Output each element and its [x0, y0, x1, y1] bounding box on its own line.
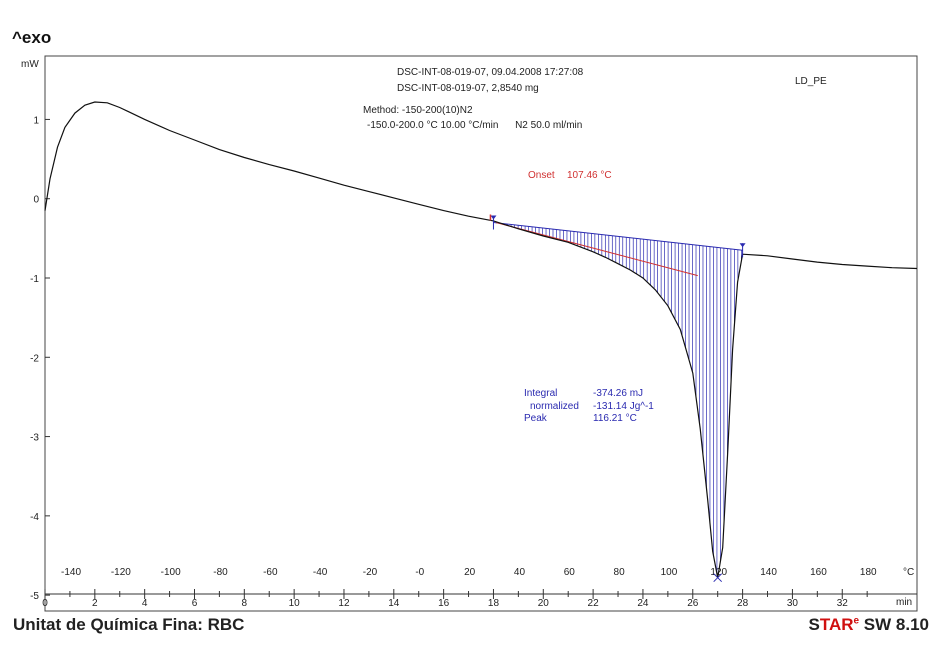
x-tick-label-temp: -20 [363, 567, 378, 578]
x-tick-label-min: 24 [637, 598, 649, 609]
x-tick-label-temp: 160 [810, 567, 827, 578]
lab-name: Unitat de Química Fina: RBC [13, 615, 245, 634]
peak-label: Peak [524, 413, 548, 424]
x-tick-label-temp: -60 [263, 567, 278, 578]
x-tick-label-min: 0 [42, 598, 48, 609]
sample-line-1: DSC-INT-08-019-07, 09.04.2008 17:27:08 [397, 67, 584, 78]
x-tick-label-temp: 20 [464, 567, 476, 578]
y-tick-label: -4 [30, 512, 39, 523]
x-tick-label-min: 20 [538, 598, 550, 609]
limit-arrow [739, 243, 746, 248]
x-tick-label-temp: 40 [514, 567, 526, 578]
y-ticks: 1 0 -1 -2 -3 -4 -5 [30, 115, 50, 602]
x-tick-label-min: 18 [488, 598, 500, 609]
x-tick-label-temp: -0 [415, 567, 424, 578]
x-tick-label-min: 16 [438, 598, 450, 609]
x-ticks: 0 -140 2 -120 4 -100 6 -80 8 -60 10 -40 12 -20 14 -0 16 2… [42, 567, 877, 609]
method-line-1: Method: -150-200(10)N2 [363, 105, 473, 116]
x-tick-label-temp: -100 [161, 567, 181, 578]
x-tick-label-min: 14 [388, 598, 400, 609]
onset-tangent [495, 222, 698, 277]
integration-baseline [493, 222, 743, 251]
x-tick-label-min: 28 [737, 598, 749, 609]
dsc-curve [44, 101, 918, 578]
x-tick-label-temp: -140 [61, 567, 81, 578]
software-version: STARe SW 8.10 [808, 615, 929, 635]
exo-label: ^exo [12, 28, 52, 47]
limit-arrow [490, 215, 497, 220]
x-tick-label-temp: 60 [564, 567, 576, 578]
peak-value: 116.21 °C [593, 413, 637, 424]
integral-label: Integral [524, 388, 557, 399]
x-tick-label-min: 30 [787, 598, 799, 609]
x-tick-label-min: 22 [588, 598, 600, 609]
integral-value: -374.26 mJ [593, 388, 643, 399]
x-axis-label-temp: °C [903, 567, 914, 578]
x-tick-label-min: 26 [687, 598, 699, 609]
x-tick-label-min: 2 [92, 598, 98, 609]
y-tick-label: -3 [30, 433, 39, 444]
plot-frame [44, 55, 918, 612]
y-tick-label: 0 [33, 195, 39, 206]
x-tick-label-min: 8 [242, 598, 248, 609]
x-tick-label-min: 10 [289, 598, 301, 609]
y-tick-label: -1 [30, 274, 39, 285]
normalized-label: normalized [530, 401, 579, 412]
software-mark: e [853, 615, 860, 627]
x-tick-label-temp: 140 [760, 567, 777, 578]
onset-value: 107.46 °C [567, 170, 612, 181]
x-tick-label-min: 6 [192, 598, 198, 609]
x-tick-label-temp: -40 [313, 567, 328, 578]
integral-hatching [503, 223, 742, 574]
x-tick-label-temp: 80 [614, 567, 626, 578]
integration-markers [489, 214, 746, 583]
x-tick-label-min: 4 [142, 598, 148, 609]
software-brand: TAR [819, 615, 854, 634]
normalized-value: -131.14 Jg^-1 [593, 401, 654, 412]
x-tick-label-min: 32 [837, 598, 849, 609]
sample-line-2: DSC-INT-08-019-07, 2,8540 mg [397, 83, 539, 94]
x-tick-label-temp: 100 [661, 567, 678, 578]
x-tick-label-temp: 180 [860, 567, 877, 578]
y-tick-label: 1 [33, 115, 39, 126]
sample-name: LD_PE [795, 76, 827, 87]
y-axis-label: mW [21, 59, 39, 70]
onset-label: Onset [528, 170, 555, 181]
x-tick-label-temp: -120 [111, 567, 131, 578]
x-axis-label-min: min [896, 597, 912, 608]
y-tick-label: -5 [30, 591, 39, 602]
y-tick-label: -2 [30, 353, 39, 364]
peak-marker [713, 573, 723, 583]
method-line-2: -150.0-200.0 °C 10.00 °C/min N2 50.0 ml/… [367, 120, 582, 131]
x-tick-label-temp: -80 [213, 567, 228, 578]
software-prefix: S [808, 615, 820, 634]
x-tick-label-min: 12 [338, 598, 350, 609]
software-version-number: SW 8.10 [859, 615, 929, 634]
